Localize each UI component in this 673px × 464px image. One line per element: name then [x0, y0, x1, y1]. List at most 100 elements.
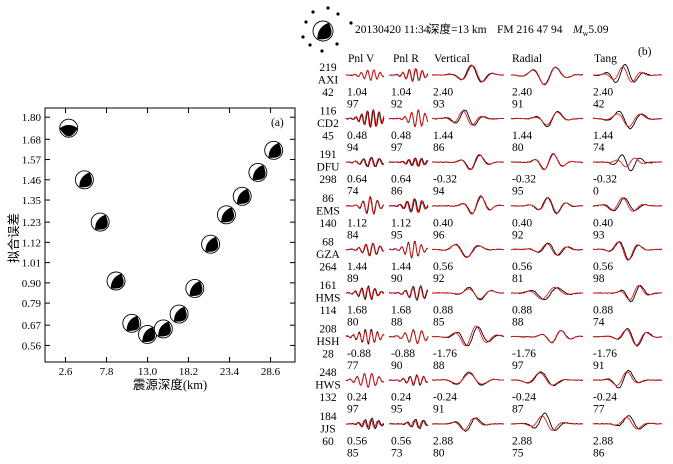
station-distance: 248 — [319, 367, 337, 379]
correlation: 86 — [593, 447, 605, 459]
station-distance: 116 — [320, 106, 337, 118]
y-tick-label: 1.23 — [22, 217, 42, 229]
waveform-synthetic — [345, 197, 385, 214]
correlation: 94 — [433, 186, 445, 198]
beach-ball-compressional-quadrant — [252, 165, 266, 180]
beach-ball-compressional-quadrant — [205, 236, 219, 252]
beach-ball-icon — [153, 319, 173, 339]
time-shift: 1.68 — [391, 305, 411, 317]
station-name: HSH — [316, 336, 339, 348]
time-shift: -0.32 — [512, 174, 536, 186]
beach-ball-icon — [90, 212, 110, 232]
correlation: 84 — [347, 229, 359, 241]
time-shift: -0.24 — [593, 392, 617, 404]
column-header-pnl-r: Pnl R — [393, 53, 419, 65]
correlation: 95 — [391, 404, 403, 416]
event-header: 20130420 11:34 深度=13 km FM 216 47 94 Mw5… — [355, 22, 609, 38]
station-distance: 68 — [322, 236, 334, 248]
waveform-synthetic — [593, 417, 662, 430]
time-shift: 0.56 — [433, 261, 453, 273]
waveform-synthetic — [432, 373, 505, 385]
waveform-synthetic — [345, 156, 385, 168]
beach-ball-compressional-quadrant — [59, 125, 78, 137]
waveform-synthetic — [388, 375, 429, 385]
x-axis-label: 震源深度(km) — [133, 377, 207, 392]
station-name: DFU — [316, 162, 340, 174]
station-azimuth: 28 — [322, 349, 334, 361]
correlation: 97 — [347, 404, 359, 416]
station-azimuth: 114 — [320, 305, 337, 317]
station-azimuth: 45 — [322, 131, 334, 143]
station-dot — [320, 49, 324, 53]
waveform-synthetic — [593, 157, 662, 168]
waveform-observed — [510, 371, 584, 387]
correlation: 77 — [347, 360, 359, 372]
waveform-observed — [592, 241, 663, 261]
waveform-synthetic — [388, 419, 429, 429]
station-name: AXI — [318, 75, 339, 87]
correlation: 91 — [433, 404, 445, 416]
correlation: 73 — [391, 447, 403, 459]
waveform-observed — [510, 242, 584, 256]
waveform-observed — [345, 156, 385, 168]
beach-ball-compressional-quadrant — [221, 207, 234, 223]
time-shift: 0.64 — [391, 174, 411, 186]
y-tick-label: 1.01 — [22, 258, 41, 270]
beach-ball-compressional-quadrant — [189, 281, 203, 296]
waveform-observed — [431, 243, 505, 258]
focal-mechanism-params: FM 216 47 94 — [497, 24, 563, 36]
time-shift: 0.88 — [512, 305, 532, 317]
time-shift: 0.56 — [593, 261, 613, 273]
correlation: 88 — [391, 317, 403, 329]
column-header-radial: Radial — [512, 53, 542, 65]
time-shift: 1.44 — [391, 261, 411, 273]
correlation: 92 — [391, 99, 403, 111]
panel-label-b: (b) — [638, 46, 652, 58]
station-azimuth: 60 — [322, 436, 334, 448]
waveform-synthetic — [432, 110, 504, 126]
beach-ball-compressional-quadrant — [79, 172, 92, 188]
correlation: 88 — [433, 360, 445, 372]
x-tick-label: 7.8 — [100, 366, 114, 378]
beach-ball-icon — [59, 118, 79, 138]
panel-a: 1.80 1.68 1.57 1.46 1.35 1.23 1.12 1.01 0.90 0.79… — [6, 107, 296, 392]
waveform-synthetic — [511, 372, 583, 386]
correlation: 93 — [593, 229, 605, 241]
panel-label-a: (a) — [271, 117, 284, 129]
waveform-observed — [592, 369, 663, 389]
beach-ball-icon — [74, 170, 94, 190]
station-distance: 161 — [319, 280, 337, 292]
waveform-synthetic — [511, 152, 584, 171]
time-shift: -0.88 — [347, 348, 371, 360]
y-axis-label: 拟合误差 — [6, 213, 21, 263]
beach-ball-compressional-quadrant — [237, 188, 250, 204]
y-tick-label: 1.46 — [22, 175, 42, 187]
waveform-synthetic — [345, 373, 385, 388]
correlation: 81 — [512, 273, 524, 285]
correlation: 97 — [347, 99, 359, 111]
station-distance: 208 — [319, 324, 337, 336]
correlation: 80 — [433, 447, 445, 459]
time-shift: 2.40 — [433, 87, 453, 99]
beach-ball-compressional-quadrant — [268, 142, 282, 158]
waveform-synthetic — [432, 325, 505, 347]
time-shift: 1.04 — [347, 87, 367, 99]
magnitude-value: 5.09 — [588, 24, 608, 36]
waveform-synthetic — [432, 195, 505, 215]
correlation: 74 — [347, 186, 359, 198]
magnitude-symbol: M — [572, 24, 584, 36]
correlation: 85 — [347, 447, 359, 459]
beach-ball-compressional-quadrant — [142, 327, 156, 342]
station-distance: 191 — [319, 149, 337, 161]
waveform-synthetic — [345, 330, 385, 343]
time-shift: 1.12 — [391, 217, 411, 229]
waveform-synthetic — [388, 286, 429, 301]
time-shift: 0.56 — [391, 435, 411, 447]
waveform-synthetic — [593, 66, 662, 83]
waveform-observed — [431, 417, 505, 432]
waveform-synthetic — [388, 198, 429, 214]
time-shift: 2.88 — [512, 435, 532, 447]
